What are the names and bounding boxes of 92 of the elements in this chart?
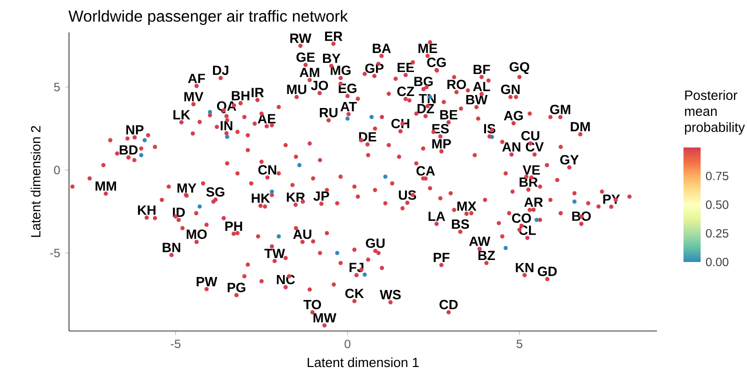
data-label: IS [484, 124, 496, 134]
data-label: WS [380, 290, 401, 300]
color-bar-label: 0.50 [706, 200, 728, 209]
data-label: HK [252, 194, 270, 203]
data-label: AR [524, 198, 543, 207]
data-label: JO [310, 80, 328, 90]
data-label: BN [162, 242, 180, 252]
data-label: CZ [397, 86, 414, 96]
y-axis-title: Latent dimension 2 [30, 126, 40, 237]
data-label: AW [469, 236, 490, 246]
data-label: AU [293, 230, 312, 239]
data-label: GU [366, 238, 385, 248]
data-label: GQ [510, 62, 530, 74]
data-label: MP [432, 139, 451, 148]
data-label: IN [220, 121, 232, 130]
data-label: PF [434, 252, 450, 262]
data-label: LK [173, 110, 190, 120]
data-label: MV [184, 92, 204, 102]
data-label: ME [418, 44, 438, 53]
data-label: AG [504, 110, 523, 120]
data-label: BY [323, 54, 340, 63]
data-label: KH [138, 206, 156, 215]
data-label: AL [473, 82, 490, 92]
data-label: CD [440, 300, 458, 310]
data-label: ER [325, 32, 342, 41]
data-label: BO [572, 211, 591, 221]
data-label: GE [296, 52, 315, 62]
data-label: PH [225, 222, 242, 231]
data-label: BZ [478, 250, 495, 260]
data-label: LA [428, 212, 446, 221]
data-label: MM [96, 181, 116, 191]
data-label: RU [320, 108, 338, 118]
data-label: ID [172, 208, 185, 217]
data-label: CN [258, 165, 276, 175]
color-bar-label: 0.25 [706, 229, 728, 238]
x-tick-label: -5 [170, 340, 180, 348]
data-label: AT [340, 102, 357, 112]
data-label: TW [264, 248, 285, 258]
data-label: AN [502, 142, 520, 152]
x-tick-label: 5 [516, 340, 522, 348]
data-label: CK [345, 288, 364, 298]
x-axis-title: Latent dimension 1 [308, 357, 419, 368]
y-tick-label: -5 [50, 248, 60, 258]
data-label: NP [126, 125, 144, 134]
data-label: PG [228, 282, 246, 292]
data-label: GN [501, 84, 520, 94]
data-label: DM [570, 122, 590, 132]
data-label: TO [303, 300, 322, 310]
data-label: GY [560, 155, 579, 164]
data-label: MG [330, 66, 351, 76]
y-tick-label: 0 [54, 166, 60, 174]
x-tick-label: 0 [344, 340, 350, 348]
data-label: BD [120, 145, 138, 155]
data-label: CG [427, 58, 446, 68]
data-label: VE [522, 165, 540, 175]
color-bar-label: 0.00 [706, 258, 728, 266]
color-bar-title: Posterior mean probability [685, 90, 745, 135]
data-label: BH [232, 91, 250, 100]
data-label: IR [252, 88, 264, 98]
data-label: BR [520, 178, 538, 187]
data-label: PW [196, 277, 218, 286]
data-label: AM [300, 68, 320, 78]
data-label: BE [440, 110, 458, 120]
data-label: RW [290, 34, 312, 43]
data-label: CU [521, 130, 540, 140]
data-label: MO [186, 230, 207, 239]
data-label: KR [286, 192, 305, 202]
data-label: GD [538, 266, 557, 276]
chart-title: Worldwide passenger air traffic network [68, 10, 348, 25]
data-label: RO [447, 80, 466, 90]
color-bar-label: 0.75 [706, 172, 728, 180]
data-label: MX [457, 202, 476, 211]
data-label: BA [372, 44, 391, 53]
data-label: BS [452, 219, 470, 229]
data-label: MY [178, 183, 196, 193]
data-label: EE [398, 62, 414, 72]
data-label: BF [474, 64, 490, 74]
data-label: BW [466, 95, 488, 104]
data-label: AE [258, 114, 276, 124]
y-tick-label: 5 [54, 82, 60, 92]
data-label: MU [287, 84, 306, 94]
data-label: DJ [213, 66, 228, 76]
data-label: AF [188, 74, 205, 83]
data-label: KN [516, 262, 534, 272]
data-label: JP [313, 191, 330, 201]
data-label: CO [512, 213, 531, 223]
data-label: BG [414, 76, 433, 86]
data-label: DZ [418, 104, 434, 114]
data-label: SG [206, 187, 224, 197]
data-label: MW [314, 313, 336, 322]
data-label: CA [416, 166, 435, 176]
data-label: GM [550, 104, 570, 114]
